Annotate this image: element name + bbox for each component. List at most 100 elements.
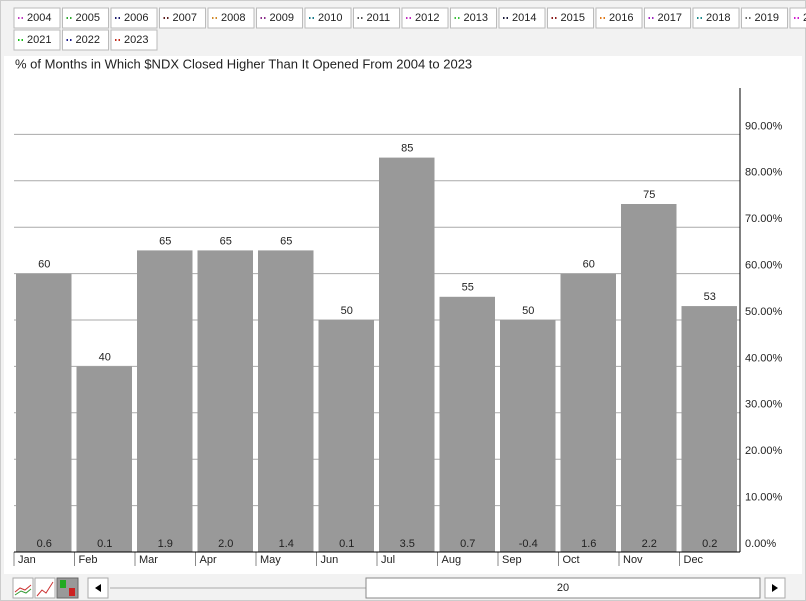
value-label: 75 [643,189,655,201]
x-tick-label: Aug [442,554,462,566]
legend-label: 2004 [27,12,51,24]
legend-label: 2022 [76,34,100,46]
value-label: 60 [583,259,595,271]
legend-button[interactable] [62,29,109,51]
legend-button[interactable] [498,7,546,29]
legend-label: 2005 [76,12,100,24]
x-tick-label: Feb [79,554,98,566]
change-label: 2.2 [642,538,657,550]
bar [379,157,435,552]
change-label: 1.6 [581,538,596,550]
slider[interactable] [365,577,761,599]
legend-button[interactable] [110,29,158,51]
legend-label: 2019 [755,12,779,24]
legend-label: 2010 [318,12,342,24]
bar [621,204,677,552]
bar [258,250,314,552]
y-tick-label: 0.00% [745,538,776,550]
legend-label: 2018 [706,12,730,24]
y-tick-label: 10.00% [745,492,783,504]
icon [14,588,32,596]
value-label: 50 [522,305,534,317]
x-tick-label: Oct [563,554,580,566]
icon [772,584,778,592]
legend-label: 2021 [27,34,51,46]
legend-button[interactable] [13,29,61,51]
value-label: 85 [401,143,413,155]
legend-button[interactable] [353,7,400,29]
icon [69,588,75,596]
value-label: 60 [38,259,50,271]
y-tick-label: 40.00% [745,352,783,364]
change-label: 0.1 [97,538,112,550]
value-label: 65 [220,235,232,247]
legend-label: 2014 [512,12,536,24]
value-label: 50 [341,305,353,317]
bar [439,296,495,552]
bar [500,320,556,552]
x-tick-label: Dec [684,554,704,566]
legend-button[interactable] [62,7,109,29]
icon [14,584,32,593]
legend-button[interactable] [256,7,303,29]
icon [60,580,66,588]
y-tick-label: 50.00% [745,306,783,318]
legend-button[interactable] [547,7,594,29]
y-tick-label: 90.00% [745,120,783,132]
legend-button[interactable] [450,7,497,29]
x-tick-label: Jul [381,554,395,566]
legend-label: 2023 [124,34,148,46]
bar [197,250,253,552]
change-label: 1.9 [158,538,173,550]
value-label: 53 [704,291,716,303]
legend-label: 2009 [270,12,294,24]
x-tick-label: Apr [200,554,217,566]
y-tick-label: 60.00% [745,260,783,272]
x-tick-label: Sep [502,554,522,566]
toolbar: 20 [12,577,786,599]
legend-button[interactable] [741,7,788,29]
icon [36,581,54,597]
change-label: 3.5 [400,538,415,550]
legend-button[interactable] [304,7,352,29]
legend-button[interactable] [401,7,449,29]
y-tick-label: 20.00% [745,445,783,457]
bar [318,320,374,552]
change-label: 1.4 [279,538,294,550]
x-tick-label: Mar [139,554,158,566]
change-label: 0.6 [37,538,52,550]
legend-label: 2012 [415,12,439,24]
legend-button[interactable] [110,7,158,29]
change-label: 2.0 [218,538,233,550]
legend-button[interactable] [13,7,61,29]
change-label: 0.2 [702,538,717,550]
period-label: 20 [557,582,569,594]
bar [137,250,193,552]
value-label: 65 [159,235,171,247]
line-chart-button[interactable] [12,577,34,599]
legend-label: 2011 [367,12,391,24]
legend-button[interactable] [692,7,740,29]
icon [95,584,101,592]
y-tick-label: 70.00% [745,213,783,225]
x-tick-label: May [260,554,281,566]
legend-label: 2016 [609,12,633,24]
legend-label: 2017 [658,12,682,24]
legend-button[interactable] [207,7,255,29]
y-tick-label: 80.00% [745,167,783,179]
bar [16,273,72,552]
legend-button[interactable] [159,7,206,29]
value-label: 55 [462,282,474,294]
legend-label: 2013 [464,12,488,24]
bar [681,306,737,552]
legend-label: 2008 [221,12,245,24]
change-label: 0.7 [460,538,475,550]
chart-title: % of Months in Which $NDX Closed Higher … [15,56,472,71]
legend-button[interactable] [644,7,691,29]
plot: 0.00% 10.00% 20.00% 30.00% 40.00% 50.00% 60.00… [13,88,783,566]
legend-label: 2015 [561,12,585,24]
legend-label: 2020 [803,12,806,24]
bar [76,366,132,552]
legend-button[interactable] [595,7,643,29]
